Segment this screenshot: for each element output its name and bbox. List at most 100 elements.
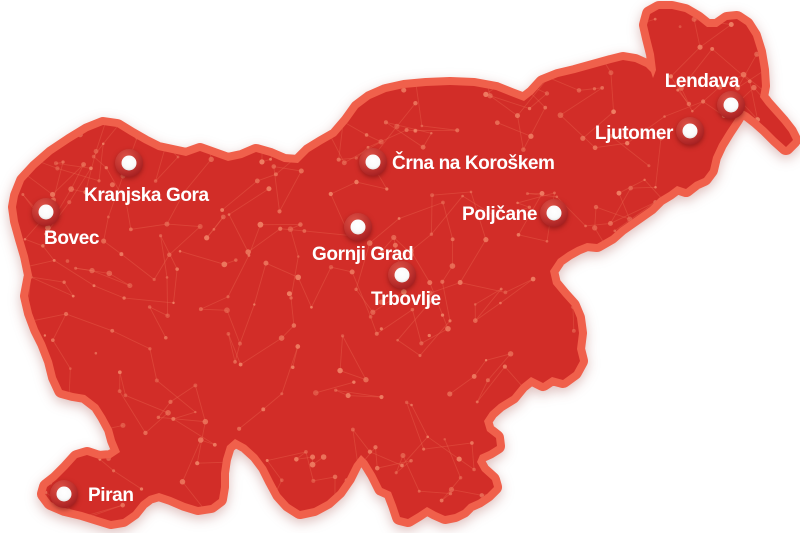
network-dot (217, 511, 221, 515)
network-line (583, 472, 625, 476)
network-dot (63, 311, 69, 317)
network-dot (40, 67, 45, 72)
network-dot (253, 303, 256, 306)
network-line (330, 181, 357, 195)
city-marker-kranjska-gora[interactable] (115, 149, 143, 177)
network-line (52, 164, 84, 195)
network-dot (752, 461, 758, 467)
network-dot (368, 315, 373, 319)
network-line (636, 257, 672, 272)
network-dot (237, 341, 242, 346)
network-line (105, 167, 127, 204)
network-dot (175, 267, 179, 271)
network-dot (223, 132, 228, 137)
network-line (261, 499, 270, 503)
network-dot (195, 42, 199, 45)
network-dot (499, 287, 503, 291)
network-line (712, 472, 733, 518)
network-line (385, 42, 428, 66)
network-line (449, 376, 475, 395)
city-marker-ljutomer[interactable] (676, 117, 704, 145)
network-line (618, 192, 631, 220)
network-line (396, 102, 416, 127)
network-dot (761, 176, 765, 180)
network-dot (647, 164, 651, 168)
network-line (311, 266, 332, 308)
city-marker-bovec[interactable] (32, 198, 60, 226)
network-dot (636, 459, 640, 464)
network-dot (97, 60, 103, 66)
city-label-kranjska-gora: Kranjska Gora (84, 185, 210, 206)
city-marker-trbovlje[interactable] (388, 261, 416, 289)
network-line (623, 474, 649, 517)
network-line (398, 202, 444, 219)
city-marker-crna-na-koroskem[interactable] (359, 148, 387, 176)
network-line (584, 468, 598, 507)
city-label-ljutomer: Ljutomer (595, 123, 674, 144)
city-label-bovec: Bovec (44, 228, 100, 249)
network-line (432, 191, 472, 196)
network-dot (468, 19, 473, 24)
network-dot (611, 109, 616, 115)
network-line (103, 240, 122, 255)
network-line (748, 258, 753, 275)
network-dot (747, 79, 752, 84)
network-dot (25, 378, 28, 382)
network-line (656, 203, 697, 233)
network-dot (329, 113, 333, 117)
network-dot (237, 426, 242, 431)
network-line (219, 512, 265, 516)
network-dot (309, 461, 316, 468)
network-dot (221, 261, 228, 268)
network-dot (239, 460, 243, 464)
network-dot (220, 208, 225, 212)
network-dot (341, 160, 347, 166)
network-line (572, 307, 575, 331)
network-dot (732, 398, 737, 403)
network-dot (641, 406, 645, 411)
network-dot (470, 441, 474, 445)
network-dot (603, 413, 607, 417)
network-line (99, 458, 114, 472)
city-marker-lendava[interactable] (717, 91, 745, 119)
network-line (52, 339, 71, 369)
network-dot (751, 9, 758, 15)
network-dot (695, 202, 698, 206)
network-dot (245, 107, 251, 114)
city-marker-gornji-grad[interactable] (344, 213, 372, 241)
network-dot (584, 401, 591, 407)
network-dot (643, 178, 646, 182)
network-line (670, 46, 701, 77)
network-line (746, 253, 751, 259)
network-line (385, 121, 424, 148)
network-dot (259, 159, 265, 165)
network-line (283, 22, 307, 36)
network-dot (477, 21, 482, 27)
network-line (238, 409, 264, 430)
network-dot (668, 74, 674, 79)
network-line (697, 285, 711, 293)
network-dot (364, 507, 370, 513)
network-dot (278, 226, 283, 231)
network-line (313, 476, 336, 482)
network-dot (773, 190, 777, 194)
network-line (489, 95, 518, 116)
network-dot (616, 190, 622, 196)
network-dot (205, 22, 211, 28)
network-dot (128, 227, 133, 232)
network-dot (659, 438, 665, 444)
network-line (716, 167, 764, 179)
network-line (485, 353, 511, 361)
network-dot (16, 437, 18, 442)
network-dot (167, 252, 172, 258)
network-line (226, 310, 241, 344)
network-line (644, 339, 661, 380)
network-dot (234, 258, 238, 262)
network-line (590, 378, 596, 388)
city-marker-poljcane[interactable] (540, 199, 568, 227)
network-line (725, 260, 760, 294)
network-line (60, 66, 100, 91)
city-marker-piran[interactable] (50, 480, 78, 508)
network-dot (400, 463, 404, 468)
network-dot (262, 513, 267, 518)
